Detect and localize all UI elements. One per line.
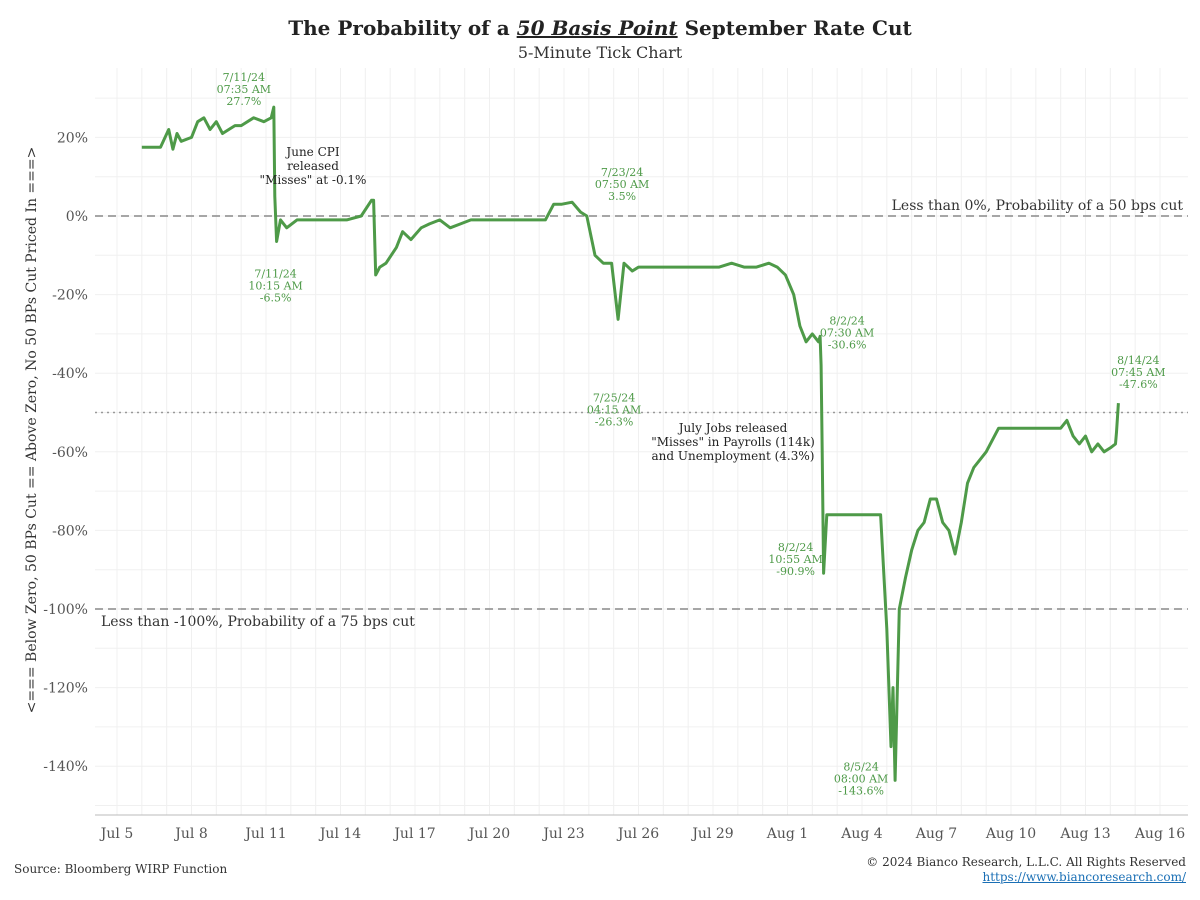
data-annotation: 8/14/24 07:45 AM -47.6% xyxy=(1111,354,1165,391)
x-tick-label: Jul 5 xyxy=(99,826,133,842)
annotation-line: 07:50 AM xyxy=(595,178,649,191)
data-annotation: 7/23/24 07:50 AM 3.5% xyxy=(595,166,649,203)
annotation-line: -26.3% xyxy=(595,415,634,428)
annotation-line: 07:45 AM xyxy=(1111,366,1165,379)
annotation-line: 04:15 AM xyxy=(587,403,641,416)
x-tick-label: Aug 13 xyxy=(1059,826,1110,842)
x-tick-label: Aug 16 xyxy=(1134,826,1185,842)
annotation-line: -90.9% xyxy=(776,565,815,578)
annotation-line: -143.6% xyxy=(838,784,884,797)
title-emphasis: 50 Basis Point xyxy=(516,16,678,40)
x-tick-label: Aug 10 xyxy=(985,826,1036,842)
x-tick-label: Aug 4 xyxy=(840,826,883,842)
x-tick-label: Jul 8 xyxy=(173,826,207,842)
y-tick-label: 0% xyxy=(66,209,88,225)
annotation-line: 07:30 AM xyxy=(820,326,874,339)
annotation-line: 8/2/24 xyxy=(778,541,813,554)
data-annotation: 7/11/24 07:35 AM 27.7% xyxy=(217,71,271,108)
annotation-line: 27.7% xyxy=(226,95,261,108)
event-note-line: "Misses" in Payrolls (114k) xyxy=(651,435,815,449)
annotation-line: 07:35 AM xyxy=(217,83,271,96)
annotation-line: -6.5% xyxy=(260,292,292,305)
annotation-line: 8/2/24 xyxy=(829,314,864,327)
event-note-line: July Jobs released xyxy=(677,421,788,435)
y-tick-label: -40% xyxy=(52,366,88,382)
x-tick-label: Jul 17 xyxy=(392,826,435,842)
annotation-line: 7/25/24 xyxy=(593,391,635,404)
copyright-block: © 2024 Bianco Research, L.L.C. All Right… xyxy=(866,855,1186,885)
y-tick-label: -20% xyxy=(52,288,88,304)
event-note-line: June CPI xyxy=(284,145,339,159)
chart-title: The Probability of a 50 Basis Point Sept… xyxy=(0,16,1200,40)
annotation-line: -30.6% xyxy=(828,338,867,351)
annotation-line: 10:55 AM xyxy=(768,553,822,566)
y-tick-label: -140% xyxy=(43,759,88,775)
title-suffix: September Rate Cut xyxy=(677,16,912,40)
title-prefix: The Probability of a xyxy=(288,16,517,40)
y-tick-label: 20% xyxy=(57,130,88,146)
event-note-line: and Unemployment (4.3%) xyxy=(652,449,815,463)
x-tick-label: Aug 1 xyxy=(766,826,808,842)
y-tick-label: -120% xyxy=(43,681,88,697)
x-tick-label: Jul 23 xyxy=(541,826,584,842)
reference-line-label: Less than 0%, Probability of a 50 bps cu… xyxy=(892,198,1184,214)
x-tick-label: Jul 11 xyxy=(243,826,286,842)
annotation-line: 7/11/24 xyxy=(223,71,265,84)
reference-line-label: Less than -100%, Probability of a 75 bps… xyxy=(101,614,415,630)
data-annotation: 7/25/24 04:15 AM -26.3% xyxy=(587,391,641,428)
copyright-text: © 2024 Bianco Research, L.L.C. All Right… xyxy=(866,855,1186,869)
annotation-line: 8/14/24 xyxy=(1117,354,1159,367)
series-line xyxy=(141,105,1120,782)
x-tick-label: Jul 26 xyxy=(616,826,659,842)
chart-subtitle: 5-Minute Tick Chart xyxy=(517,43,683,62)
event-note-line: released xyxy=(287,159,339,173)
website-link[interactable]: https://www.biancoresearch.com/ xyxy=(982,870,1186,884)
annotation-line: 3.5% xyxy=(608,190,636,203)
reference-lines: Less than 0%, Probability of a 50 bps cu… xyxy=(95,198,1188,630)
event-notes: June CPI released "Misses" at -0.1% July Jo… xyxy=(260,145,815,463)
y-tick-label: -100% xyxy=(43,602,88,618)
y-axis: 20% 0% -20% -40% -60% -80% -100% -120% -140% xyxy=(43,130,88,775)
annotation-line: 08:00 AM xyxy=(834,772,888,785)
y-tick-label: -60% xyxy=(52,445,88,461)
data-annotation: 8/5/24 08:00 AM -143.6% xyxy=(834,760,888,797)
annotation-line: 8/5/24 xyxy=(843,760,878,773)
x-tick-label: Jul 29 xyxy=(690,826,733,842)
y-axis-label: <=== Below Zero, 50 BPs Cut == Above Zer… xyxy=(24,147,40,714)
event-note: June CPI released "Misses" at -0.1% xyxy=(260,145,367,187)
annotations: 7/11/24 07:35 AM 27.7%7/11/24 10:15 AM -6.5%… xyxy=(217,71,1166,797)
x-axis: Jul 5 Jul 8 Jul 11 Jul 14 Jul 17 Jul 20 Jul 23… xyxy=(99,826,1186,842)
y-tick-label: -80% xyxy=(52,523,88,539)
source-note: Source: Bloomberg WIRP Function xyxy=(14,862,228,876)
event-note-line: "Misses" at -0.1% xyxy=(260,173,367,187)
x-tick-label: Jul 20 xyxy=(467,826,510,842)
x-tick-label: Jul 14 xyxy=(318,826,361,842)
annotation-line: 10:15 AM xyxy=(248,280,302,293)
event-note: July Jobs released "Misses" in Payrolls (… xyxy=(651,421,815,463)
data-annotation: 8/2/24 07:30 AM -30.6% xyxy=(820,314,874,351)
annotation-line: 7/23/24 xyxy=(601,166,643,179)
annotation-line: -47.6% xyxy=(1119,378,1158,391)
data-annotation: 7/11/24 10:15 AM -6.5% xyxy=(248,268,302,305)
x-tick-label: Aug 7 xyxy=(915,826,957,842)
grid-lines xyxy=(95,68,1188,816)
annotation-line: 7/11/24 xyxy=(254,268,296,281)
data-annotation: 8/2/24 10:55 AM -90.9% xyxy=(768,541,822,578)
